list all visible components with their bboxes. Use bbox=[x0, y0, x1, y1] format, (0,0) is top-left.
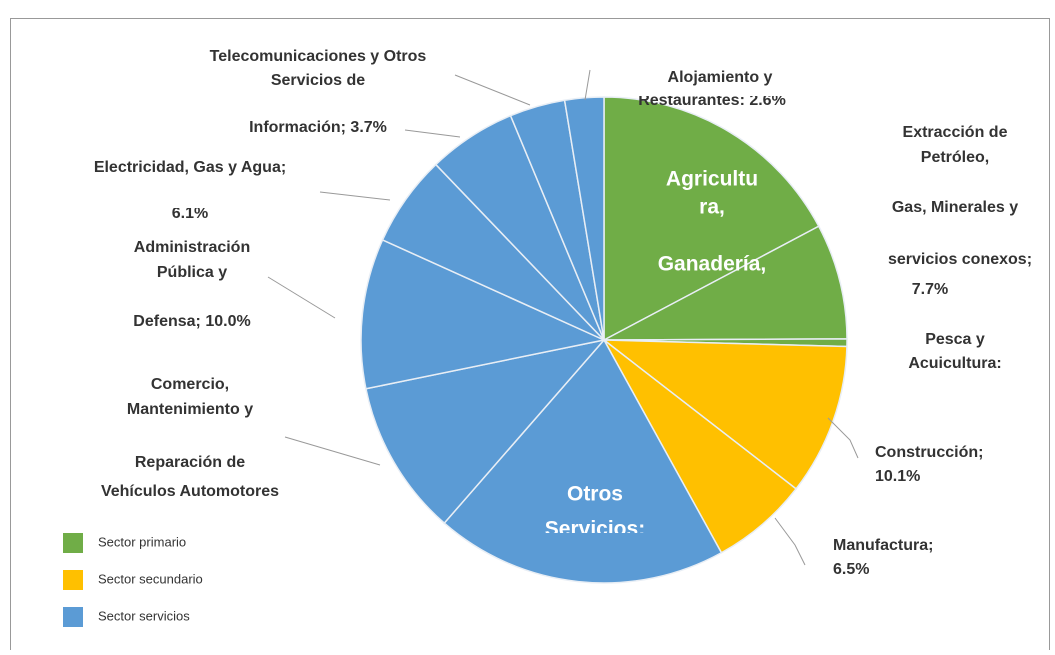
slice-label: Ganadería, bbox=[658, 253, 767, 276]
slice-label: Administración bbox=[134, 239, 250, 256]
pie-slice bbox=[443, 338, 723, 584]
leader-line bbox=[319, 191, 391, 201]
pie-slice bbox=[603, 225, 848, 341]
leader-line bbox=[267, 276, 336, 319]
slice-label: Vehículos Automotores bbox=[101, 483, 279, 500]
legend-label: Sector servicios bbox=[98, 608, 190, 623]
slice-label: Manufactura; bbox=[833, 537, 933, 554]
slice-label: Pública y bbox=[157, 264, 227, 281]
slice-label: servicios conexos; bbox=[888, 251, 1032, 268]
slice-label: Servicios: bbox=[545, 518, 645, 541]
slice-label: 10.1% bbox=[875, 468, 920, 485]
slice-label: Construcción; bbox=[875, 444, 983, 461]
leader-lines bbox=[267, 69, 859, 566]
labels: Agricultu ra, Ganadería, Extracción de Petró… bbox=[94, 48, 1032, 578]
legend-swatch bbox=[63, 607, 83, 627]
pie-slice bbox=[563, 96, 605, 341]
slice-label: Otros bbox=[567, 483, 623, 506]
legend: Sector primario Sector secundario Sector s… bbox=[63, 533, 203, 627]
slice-label: Petróleo, bbox=[921, 149, 989, 166]
slice-label: Agricultu bbox=[666, 168, 758, 191]
legend-label: Sector secundario bbox=[98, 571, 203, 586]
slice-label: Alojamiento y bbox=[668, 69, 773, 86]
slice-label: Restaurantes: 2.6% bbox=[638, 92, 786, 109]
slice-label: Comercio, bbox=[151, 376, 229, 393]
slice-label: Pesca y bbox=[925, 331, 985, 348]
pie-slice bbox=[365, 338, 607, 525]
slice-label: Electricidad, Gas y Agua; bbox=[94, 159, 286, 176]
pie bbox=[360, 96, 848, 584]
slice-label: 6.5% bbox=[833, 561, 869, 578]
leader-line bbox=[584, 69, 591, 101]
slice-label: Acuicultura: bbox=[908, 355, 1001, 372]
slice-label: Información; 3.7% bbox=[249, 119, 387, 136]
slice-label: 6.1% bbox=[172, 205, 208, 222]
slice-label: Extracción de bbox=[903, 124, 1008, 141]
leader-line bbox=[404, 129, 461, 138]
slice-label: 7.7% bbox=[912, 281, 948, 298]
leader-line bbox=[827, 417, 859, 459]
legend-swatch bbox=[63, 570, 83, 590]
leader-line bbox=[774, 517, 806, 566]
leader-line bbox=[284, 436, 381, 466]
legend-label: Sector primario bbox=[98, 534, 186, 549]
slice-label: Defensa; 10.0% bbox=[133, 313, 250, 330]
slice-label: Reparación de bbox=[135, 454, 245, 471]
leader-line bbox=[454, 74, 531, 106]
pie-slice bbox=[360, 238, 607, 390]
slice-label: Telecomunicaciones y Otros bbox=[210, 48, 427, 65]
pie-slice bbox=[601, 339, 848, 490]
slice-label: Gas, Minerales y bbox=[892, 199, 1018, 216]
slice-label: ra, bbox=[699, 196, 725, 219]
slice-label: Mantenimiento y bbox=[127, 401, 253, 418]
pie-slice bbox=[603, 96, 820, 342]
slice-label: Servicios de bbox=[271, 72, 365, 89]
legend-swatch bbox=[63, 533, 83, 553]
